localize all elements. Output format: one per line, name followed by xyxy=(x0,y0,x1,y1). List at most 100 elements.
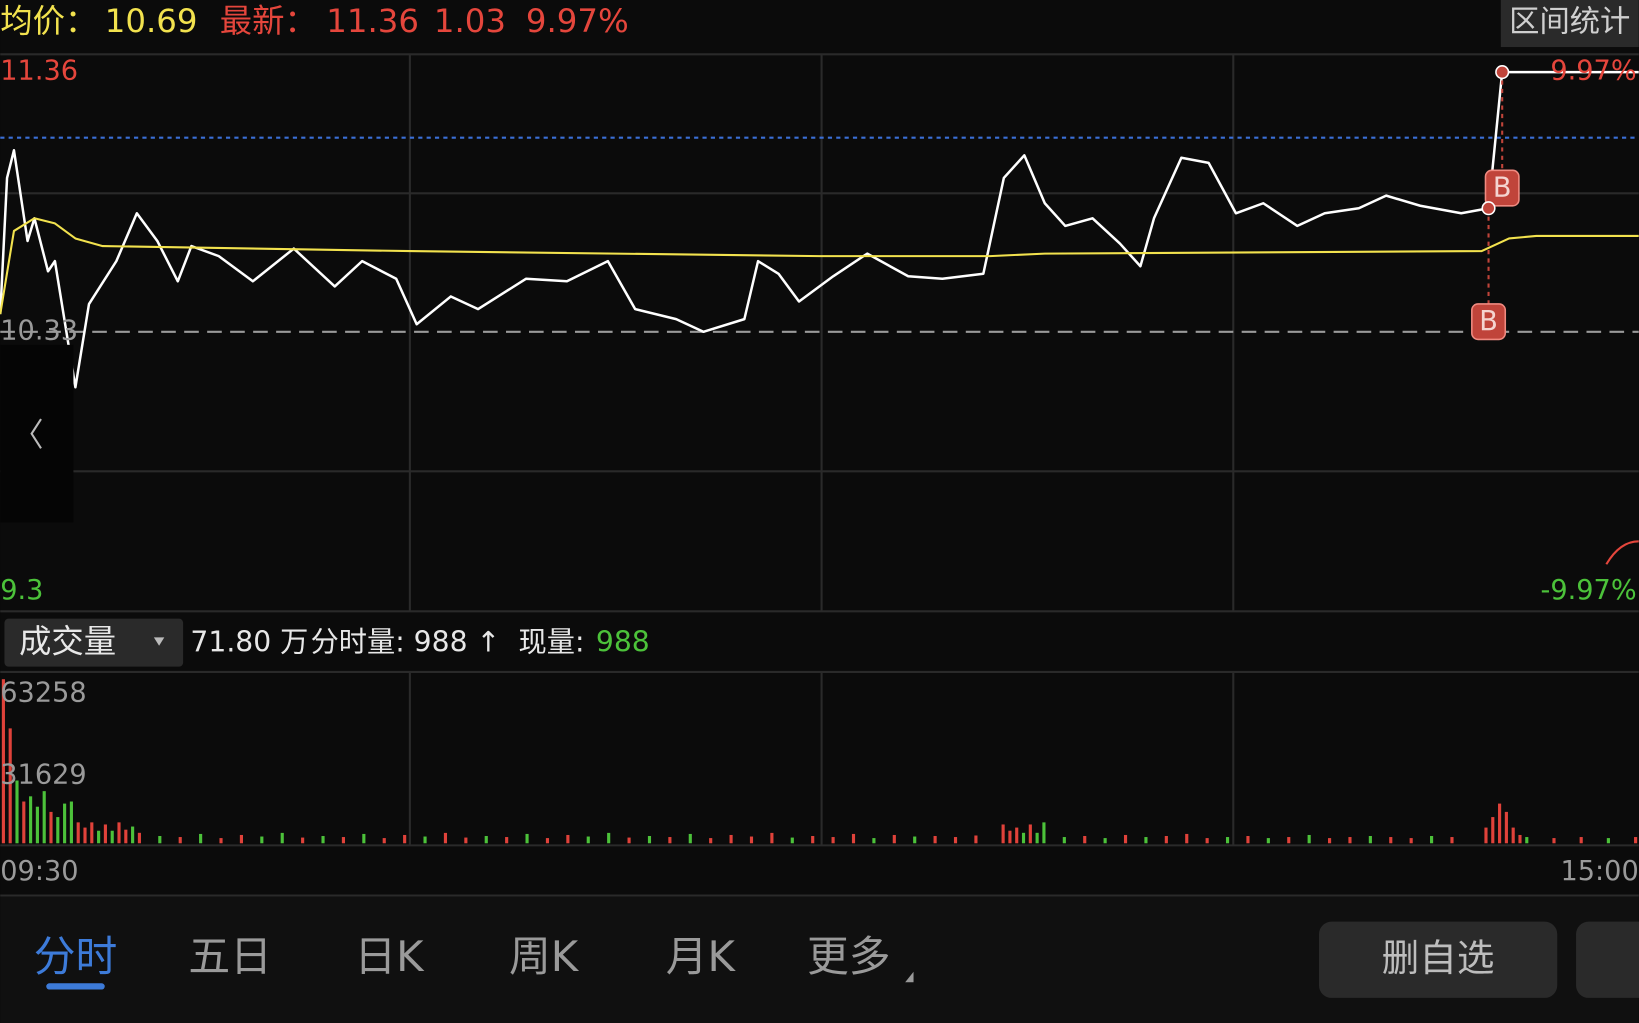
volume-bar xyxy=(280,832,284,844)
volume-bar xyxy=(709,838,713,844)
y-tick-label: 10.33 xyxy=(0,315,78,346)
volume-bar xyxy=(1368,836,1372,844)
tab[interactable]: 五日 xyxy=(188,932,272,981)
volume-bar xyxy=(1327,838,1332,844)
volume-bar xyxy=(1504,811,1508,844)
volume-bar xyxy=(1498,803,1502,844)
volume-bar xyxy=(1225,837,1230,844)
volume-bar xyxy=(97,830,101,844)
change: 1.03 xyxy=(434,2,506,40)
volume-bar xyxy=(1579,837,1583,844)
volume-bar xyxy=(1205,838,1209,844)
volume-bar xyxy=(729,834,733,844)
volume-bar xyxy=(1042,822,1046,844)
volume-bar xyxy=(1123,834,1128,844)
trade-point xyxy=(1481,201,1496,216)
button-bg[interactable] xyxy=(1318,921,1558,998)
volume-bar xyxy=(1144,837,1148,844)
volume-bar xyxy=(1450,837,1454,844)
volume-bar xyxy=(199,833,203,844)
range-stats-label[interactable]: 区间统计 xyxy=(1509,4,1630,39)
volume-bar xyxy=(8,728,12,844)
y-tick-label: 63258 xyxy=(0,677,86,708)
tab[interactable]: 日K xyxy=(354,932,425,981)
y-tick-label: 31629 xyxy=(0,759,86,790)
volume-bar xyxy=(505,837,509,844)
volume-bar xyxy=(1266,838,1270,844)
volume-bar xyxy=(1164,836,1168,844)
volume-bar xyxy=(1008,830,1012,844)
volume-bar xyxy=(545,838,550,844)
avg-price: 10.69 xyxy=(105,2,198,40)
volume-bar xyxy=(1103,838,1107,844)
volume-bar xyxy=(811,836,815,844)
volume-bar xyxy=(953,837,958,844)
volume-bar xyxy=(464,837,468,844)
volume-bar xyxy=(239,834,243,844)
collapse-handle[interactable] xyxy=(0,344,74,523)
change-pct: 9.97% xyxy=(526,2,629,40)
volume-bar xyxy=(770,832,774,844)
volume-bar xyxy=(1015,827,1019,844)
volume-bar xyxy=(341,837,346,844)
volume-bar xyxy=(158,836,162,844)
tab[interactable]: 分时 xyxy=(34,932,118,981)
y2-tick-label: 9.97% xyxy=(1550,56,1636,87)
volume-total: 71.80 万 xyxy=(190,626,308,659)
volume-bar xyxy=(1606,838,1610,844)
volume-selector-label[interactable]: 成交量 xyxy=(19,623,116,661)
volume-bar xyxy=(362,833,366,844)
tab[interactable]: 周K xyxy=(509,932,580,981)
volume-bar xyxy=(1511,827,1515,844)
volume-bar xyxy=(790,837,794,844)
volume-bar xyxy=(749,836,754,844)
grid xyxy=(0,53,1639,897)
last-price: 11.36 xyxy=(326,2,419,40)
volume-bar xyxy=(49,811,53,844)
volume-bar xyxy=(403,834,407,844)
volume-bar xyxy=(1028,824,1032,844)
y-tick-label: 9.3 xyxy=(0,575,43,606)
volume-bar xyxy=(831,837,835,844)
y2-tick-label: -9.97% xyxy=(1541,575,1637,606)
volume-bar xyxy=(525,833,529,844)
volume-bar xyxy=(1021,832,1026,844)
volume-bar xyxy=(131,826,135,844)
volume-bar xyxy=(1307,834,1311,844)
volume-bar xyxy=(137,832,141,844)
volume-bar xyxy=(1518,834,1522,844)
volume-bar xyxy=(1001,824,1005,844)
range-stats-button[interactable] xyxy=(1500,0,1639,48)
price-line xyxy=(0,217,1639,315)
volume-bar xyxy=(423,836,427,844)
volume-bar xyxy=(1552,838,1556,844)
dropdown-icon xyxy=(153,637,165,646)
volume-bar xyxy=(260,836,264,844)
decoration xyxy=(1605,540,1639,565)
volume-bar xyxy=(1,679,5,844)
button-bg[interactable] xyxy=(1576,921,1639,998)
tab[interactable]: 更多 xyxy=(807,932,891,981)
volume-bar xyxy=(1389,837,1393,844)
volume-bar xyxy=(301,837,305,844)
remove-watchlist-button[interactable]: 删自选 xyxy=(1382,936,1495,980)
now-volume: 988 xyxy=(596,626,650,659)
volume-bar xyxy=(1525,837,1529,844)
plot-layer: B B 11.36 10.33 9.3 9.97% -9.97% 63258 31629 09:3… xyxy=(0,56,1639,887)
volume-bar xyxy=(35,806,39,844)
volume-bar xyxy=(974,835,978,844)
volume-bar xyxy=(321,836,325,844)
volume-bar xyxy=(1185,833,1189,844)
volume-selector[interactable] xyxy=(4,618,184,667)
volume-bar xyxy=(124,829,128,844)
volume-bar xyxy=(117,822,121,844)
volume-bar xyxy=(1409,838,1413,844)
volume-bar xyxy=(76,822,80,844)
volume-bar xyxy=(83,827,87,844)
volume-bar xyxy=(382,838,386,844)
volume-bar xyxy=(668,837,672,844)
tab[interactable]: 月K xyxy=(666,932,737,981)
volume-bar xyxy=(443,832,448,844)
